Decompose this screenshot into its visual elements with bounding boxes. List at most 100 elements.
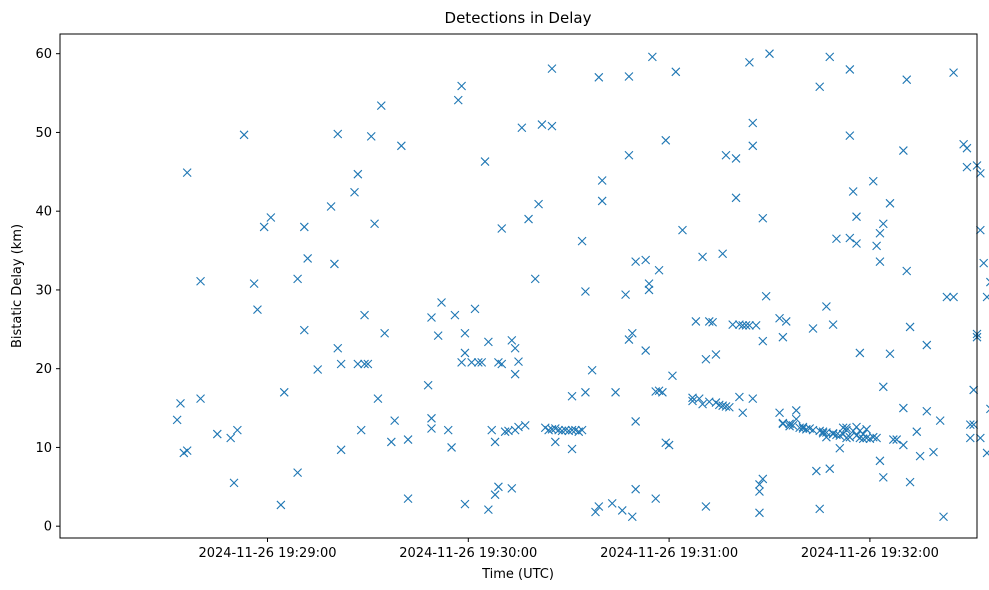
data-point <box>437 298 446 307</box>
data-point <box>734 392 744 402</box>
data-point <box>624 335 634 344</box>
data-point <box>721 150 731 160</box>
data-point <box>380 328 390 338</box>
data-point <box>875 228 885 238</box>
data-point <box>607 498 617 508</box>
data-point <box>902 75 912 85</box>
data-point <box>878 472 888 482</box>
data-point <box>668 371 677 381</box>
data-point <box>775 408 784 418</box>
data-point <box>885 349 895 359</box>
x-axis: 2024-11-26 19:29:00 2024-11-26 19:30:00 20… <box>198 538 939 561</box>
data-point <box>403 435 413 444</box>
data-point <box>594 502 604 511</box>
data-point <box>524 214 533 224</box>
data-point <box>778 332 788 342</box>
data-point <box>835 443 845 453</box>
data-point <box>731 154 741 163</box>
data-point <box>507 483 517 493</box>
data-point <box>885 198 895 208</box>
data-point <box>373 394 383 404</box>
data-point <box>815 82 825 92</box>
data-point <box>460 348 470 358</box>
data-point <box>902 266 912 276</box>
data-point <box>433 331 443 341</box>
data-point <box>447 443 456 452</box>
data-point <box>808 324 818 333</box>
data-point <box>477 357 487 367</box>
y-axis-label: Bistatic Delay (km) <box>10 224 25 348</box>
data-point <box>661 135 671 145</box>
data-point <box>942 292 952 302</box>
data-point <box>453 95 463 105</box>
data-point <box>567 391 577 401</box>
data-point <box>490 490 500 500</box>
data-point <box>898 440 908 450</box>
data-point <box>698 252 707 262</box>
data-point <box>530 274 540 284</box>
data-point <box>390 416 400 426</box>
data-point <box>825 52 835 62</box>
x-tick-label: 2024-11-26 19:32:00 <box>801 546 939 561</box>
data-point <box>828 320 838 329</box>
data-point <box>370 219 379 229</box>
data-point <box>497 224 507 233</box>
data-point <box>818 427 828 437</box>
data-point <box>731 193 741 203</box>
data-point <box>935 416 945 426</box>
data-point <box>939 512 948 522</box>
data-point <box>852 212 861 222</box>
data-point <box>517 123 527 133</box>
data-point <box>811 466 821 476</box>
data-point <box>878 219 888 229</box>
data-point <box>457 81 466 91</box>
data-point <box>554 425 564 435</box>
y-tick-label: 60 <box>35 47 52 62</box>
data-point <box>594 72 604 82</box>
data-point <box>333 129 343 139</box>
data-point <box>708 317 717 327</box>
data-point <box>828 429 838 439</box>
data-point <box>858 434 868 444</box>
data-point <box>631 417 641 426</box>
y-tick-label: 40 <box>35 205 52 220</box>
data-point <box>969 420 979 429</box>
data-point <box>975 168 985 178</box>
data-point <box>825 464 835 474</box>
data-point <box>651 494 661 504</box>
data-point <box>577 425 587 435</box>
data-point <box>969 385 979 395</box>
plot-frame <box>59 33 978 539</box>
data-point <box>898 403 908 413</box>
data-point <box>617 506 627 515</box>
y-tick-label: 10 <box>35 441 52 456</box>
x-axis-label: Time (UTC) <box>481 567 554 582</box>
data-point <box>875 257 885 266</box>
data-point <box>915 451 925 461</box>
data-point <box>520 420 530 430</box>
data-point <box>728 320 738 329</box>
data-point <box>497 359 507 369</box>
data-point <box>962 143 972 153</box>
data-point <box>965 420 975 429</box>
data-point <box>427 313 436 322</box>
data-point <box>745 57 754 67</box>
data-point <box>704 317 714 326</box>
data-point <box>798 424 808 433</box>
chart-title: Detections in Delay <box>445 9 592 27</box>
data-point <box>621 290 630 300</box>
data-point <box>832 234 841 244</box>
data-point <box>196 394 205 404</box>
data-point <box>892 435 902 444</box>
data-point <box>510 343 520 353</box>
data-point <box>845 233 855 243</box>
data-point <box>450 310 460 320</box>
data-point <box>293 274 303 284</box>
data-point <box>172 415 182 425</box>
data-point <box>888 435 898 444</box>
y-axis: 0 10 20 30 40 50 60 <box>35 47 60 535</box>
data-points <box>172 49 989 522</box>
data-point <box>949 292 958 302</box>
data-point <box>678 225 687 235</box>
